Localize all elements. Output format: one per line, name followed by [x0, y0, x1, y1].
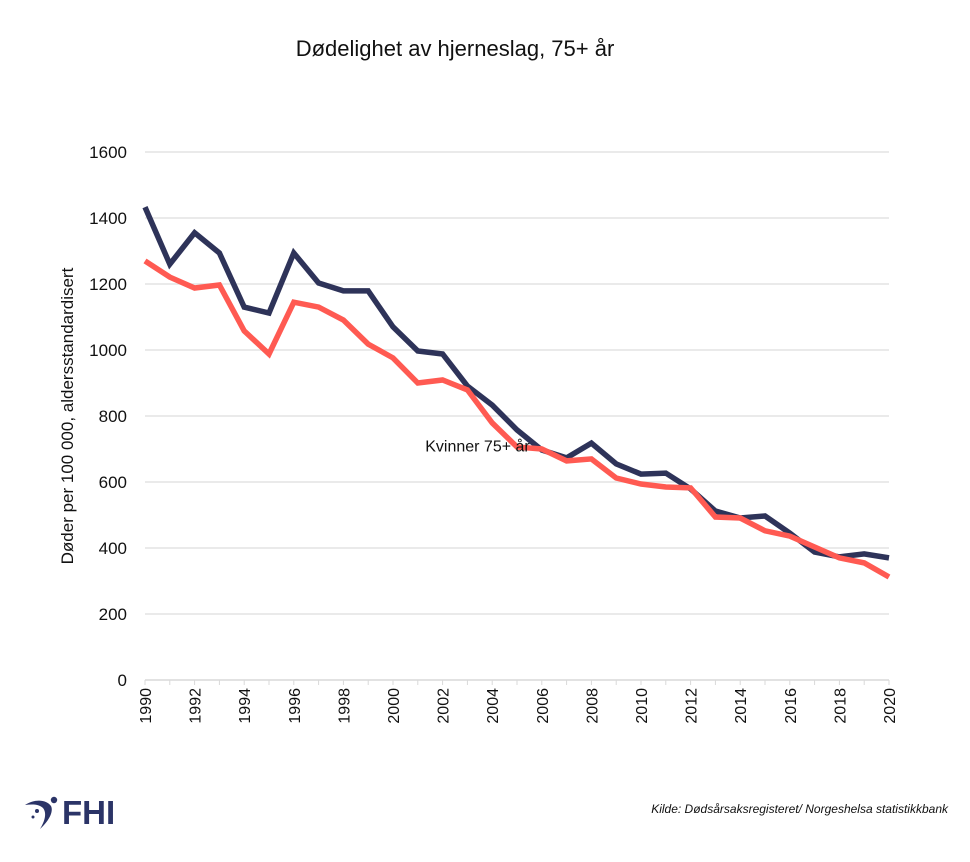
y-tick-label: 600: [99, 473, 127, 492]
x-tick-label: 2008: [584, 688, 601, 724]
x-tick-label: 2006: [535, 688, 552, 724]
y-tick-label: 200: [99, 605, 127, 624]
fhi-logo: FHI: [24, 794, 115, 832]
x-tick-label: 2004: [485, 688, 502, 724]
x-tick-label: 1998: [336, 688, 353, 724]
y-tick-label: 400: [99, 539, 127, 558]
y-tick-label: 1200: [89, 275, 127, 294]
series-line-kvinner: [143, 258, 891, 580]
x-tick-label: 2016: [783, 688, 800, 724]
source-note: Kilde: Dødsårsaksregisteret/ Norgeshelsa…: [651, 802, 948, 816]
y-axis-label: Døder per 100 000, aldersstandardisert: [58, 267, 77, 564]
x-tick-label: 2002: [436, 688, 453, 724]
x-tick-label: 1994: [237, 688, 254, 724]
y-axis: 0 200 400 600 800 1000 1200 1400 1600: [89, 143, 127, 690]
x-tick-label: 2018: [832, 688, 849, 724]
x-tick-label: 2012: [684, 688, 701, 724]
x-tick-label: 1990: [138, 688, 155, 724]
fhi-logo-icon: [25, 796, 58, 829]
y-tick-label: 800: [99, 407, 127, 426]
annotation-kvinner: Kvinner 75+ år: [425, 438, 530, 456]
chart-title: Dødelighet av hjerneslag, 75+ år: [295, 36, 615, 61]
x-tick-label: 1992: [188, 688, 205, 724]
y-tick-label: 0: [118, 671, 127, 690]
x-tick-label: 2014: [733, 688, 750, 724]
y-tick-label: 1000: [89, 341, 127, 360]
series: [142, 206, 891, 580]
x-tick-label: 1996: [287, 688, 304, 724]
x-tick-label: 2020: [882, 688, 899, 724]
y-tick-label: 1400: [89, 209, 127, 228]
series-line-menn: [142, 206, 890, 561]
x-tick-label: 2000: [386, 688, 403, 724]
x-axis: [144, 679, 890, 685]
y-tick-label: 1600: [89, 143, 127, 162]
fhi-logo-text: FHI: [62, 794, 116, 831]
x-tick-labels: 1990 1992 1994 1996 1998 2000 2002 2004 2006 2008…: [138, 688, 899, 724]
gridlines: [145, 151, 889, 615]
x-tick-label: 2010: [634, 688, 651, 724]
